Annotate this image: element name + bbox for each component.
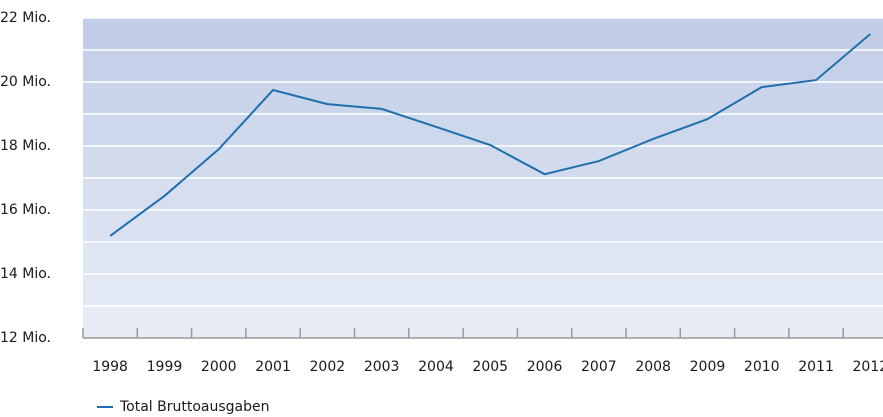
plot-band: [83, 18, 883, 50]
x-tick-label: 2009: [690, 359, 726, 375]
plot-band: [83, 242, 883, 274]
x-tick-label: 1998: [92, 359, 128, 375]
x-tick-label: 2001: [255, 359, 291, 375]
x-tick-label: 2008: [635, 359, 671, 375]
x-tick-label: 1999: [147, 359, 183, 375]
x-tick-label: 2011: [798, 359, 834, 375]
plot-band: [83, 274, 883, 306]
x-tick-label: 2000: [201, 359, 237, 375]
y-tick-label: 20 Mio.: [0, 74, 51, 90]
x-tick-label: 2002: [310, 359, 346, 375]
data-line: [109, 33, 871, 237]
x-tick-label: 2010: [744, 359, 780, 375]
x-tick-label: 2007: [581, 359, 617, 375]
y-tick-label: 14 Mio.: [0, 266, 51, 282]
legend-label: Total Bruttoausgaben: [119, 399, 270, 415]
plot-band: [83, 50, 883, 82]
y-tick-label: 12 Mio.: [0, 330, 51, 346]
x-tick-label: 2006: [527, 359, 563, 375]
x-tick-label: 2005: [472, 359, 508, 375]
x-tick-label: 2004: [418, 359, 454, 375]
plot-band: [83, 306, 883, 338]
plot-band: [83, 114, 883, 146]
y-tick-label: 16 Mio.: [0, 202, 51, 218]
y-tick-label: 22 Mio.: [0, 10, 51, 26]
plot-band: [83, 210, 883, 242]
x-tick-label: 2012: [853, 359, 883, 375]
plot-band: [83, 178, 883, 210]
x-tick-label: 2003: [364, 359, 400, 375]
y-tick-label: 18 Mio.: [0, 138, 51, 154]
plot-band: [83, 82, 883, 114]
